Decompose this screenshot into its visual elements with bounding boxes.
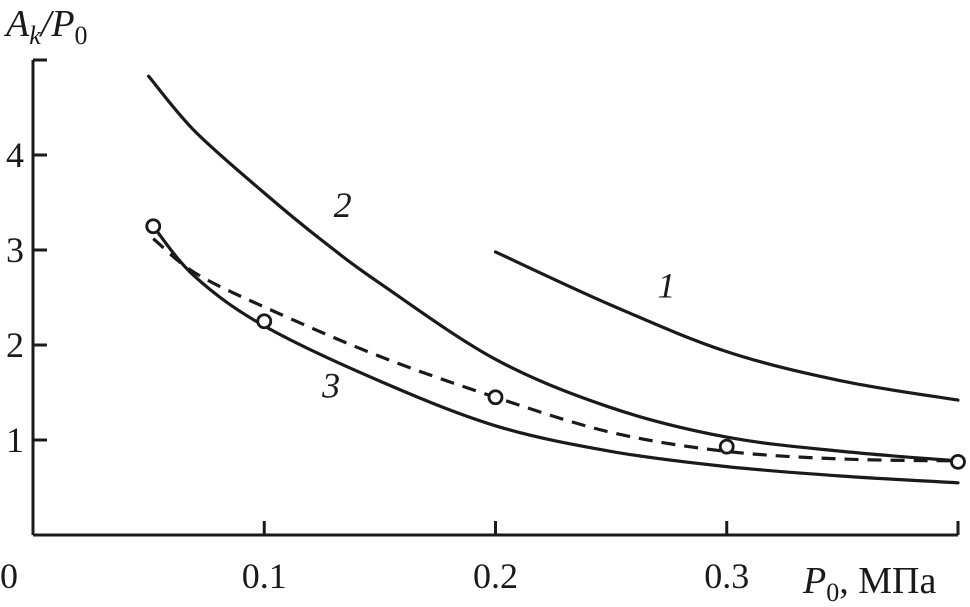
y-tick-label: 4 <box>6 135 24 175</box>
x-tick-label: 0.3 <box>704 556 749 596</box>
series-line-dashed <box>152 237 959 463</box>
x-title-rest: , МПа <box>839 560 936 602</box>
y-title-sub2: 0 <box>75 21 88 50</box>
series-line-1 <box>493 250 960 402</box>
y-title-rest: /P <box>39 3 75 45</box>
y-tick-label: 3 <box>6 230 24 270</box>
x-title-main: P <box>802 560 826 602</box>
y-tick-label: 1 <box>6 420 24 460</box>
series-line-3 <box>151 224 960 485</box>
x-tick-label: 0 <box>0 556 18 596</box>
x-tick-label: 0.1 <box>242 556 287 596</box>
y-axis-title: Ak/P0 <box>3 3 88 50</box>
series-line-2 <box>147 74 960 463</box>
label-layer: 1 2 3 <box>321 185 675 406</box>
ticks: 1 2 3 4 0 0.1 0.2 0.3 <box>0 58 960 596</box>
y-tick-label: 2 <box>6 325 24 365</box>
marker-layer <box>145 218 966 470</box>
x-title-sub: 0 <box>826 578 839 602</box>
x-tick-label: 0.2 <box>473 556 518 596</box>
axes <box>31 60 958 537</box>
data-point-marker <box>718 438 735 455</box>
curve-label-1: 1 <box>657 266 675 306</box>
x-axis-title: P0, МПа <box>802 560 936 602</box>
data-point-marker <box>487 389 504 406</box>
data-point-marker <box>145 218 162 235</box>
curve-label-3: 3 <box>321 365 340 405</box>
curve-label-2: 2 <box>334 185 352 225</box>
y-title-main: A <box>3 3 30 45</box>
data-point-marker <box>950 453 966 470</box>
data-point-marker <box>256 313 273 330</box>
y-title-sub: k <box>29 21 41 50</box>
series-layer <box>147 74 960 485</box>
